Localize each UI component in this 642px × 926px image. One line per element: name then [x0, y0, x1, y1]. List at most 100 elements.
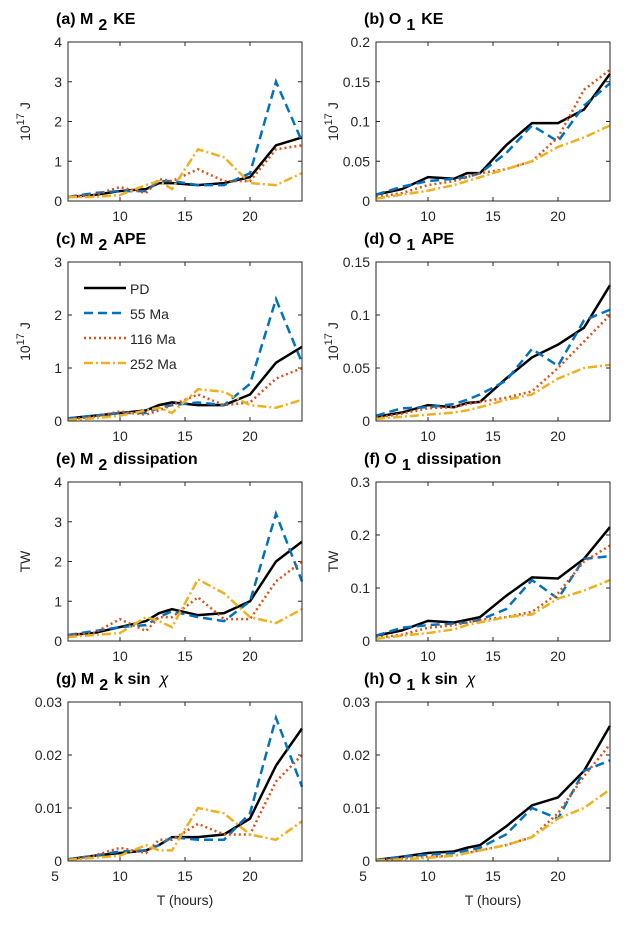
y-tick-label: 0 — [54, 633, 62, 649]
y-label-unit: J — [325, 322, 341, 329]
y-tick-label: 0.02 — [343, 747, 370, 763]
title-text: (e) M — [56, 451, 93, 468]
panel-title: (a) M 2 KE — [56, 11, 136, 34]
legend-label: 116 Ma — [130, 331, 176, 347]
y-tick-label: 3 — [54, 74, 62, 90]
x-tick-label: 20 — [242, 208, 258, 224]
x-tick-label: 5 — [359, 868, 367, 884]
x-tick-label: 15 — [485, 428, 501, 444]
y-label-exp: 17 — [15, 113, 27, 125]
title-end: APE — [421, 231, 454, 248]
axes-box — [375, 41, 611, 202]
axes-box — [375, 261, 611, 422]
series-line — [375, 284, 612, 418]
series-line — [375, 68, 611, 199]
y-tick-label: 0.05 — [343, 153, 370, 169]
legend-label: PD — [130, 281, 149, 297]
series-line — [375, 82, 611, 196]
legend-label: 252 Ma — [130, 356, 177, 372]
x-tick-label: 20 — [242, 648, 258, 664]
x-tick-label: 10 — [112, 428, 128, 444]
series-line — [67, 577, 303, 639]
panel-title: (e) M 2 dissipation — [56, 451, 198, 474]
series-line — [67, 560, 303, 637]
title-subscript: 1 — [406, 237, 415, 254]
series-line — [67, 78, 304, 199]
panel-title: (f) O 1 dissipation — [364, 451, 501, 474]
panel-title: (d) O 1 APE — [364, 231, 454, 254]
y-tick-label: 0 — [54, 413, 62, 429]
series-line — [67, 806, 303, 862]
title-end: KE — [421, 11, 444, 28]
title-text: (g) M — [56, 671, 94, 688]
y-axis-label: 1017 J — [323, 102, 341, 141]
x-tick-label: 20 — [242, 428, 258, 444]
y-tick-label: 1 — [54, 360, 62, 376]
y-tick-label: 0.05 — [343, 360, 370, 376]
axes-box — [67, 701, 303, 862]
legend-label: 55 Ma — [130, 306, 169, 322]
series-line — [68, 147, 303, 199]
title-symbol: χ — [465, 671, 476, 688]
y-tick-label: 0.1 — [351, 580, 371, 596]
x-tick-label: 15 — [177, 868, 193, 884]
panel-title: (g) M 2 k sin χ — [56, 671, 169, 694]
x-tick-label: 15 — [485, 648, 501, 664]
axes-box — [67, 481, 303, 642]
series-line — [375, 124, 611, 200]
series-line — [375, 363, 611, 421]
series-line — [375, 788, 611, 862]
series-line — [375, 526, 611, 637]
x-tick-label: 10 — [112, 868, 128, 884]
title-text: (a) M — [56, 11, 93, 28]
series-line — [375, 578, 611, 641]
title-subscript: 2 — [98, 457, 107, 474]
y-tick-label: 0 — [362, 853, 370, 869]
title-end: k sin — [114, 671, 150, 688]
x-tick-label: 5 — [51, 868, 59, 884]
series-line — [67, 136, 303, 199]
y-tick-label: 0.01 — [343, 800, 370, 816]
y-tick-label: 0.02 — [35, 747, 62, 763]
y-tick-label: 0.2 — [351, 34, 371, 50]
panel-title: (b) O 1 KE — [364, 11, 444, 34]
x-tick-label: 15 — [177, 648, 193, 664]
title-end: k sin — [421, 671, 457, 688]
y-tick-label: 0 — [54, 193, 62, 209]
axes-box — [375, 701, 611, 862]
y-tick-label: 0.1 — [351, 307, 371, 323]
y-label-unit: TW — [325, 550, 341, 573]
series-line — [375, 554, 611, 637]
title-end: dissipation — [113, 451, 197, 468]
y-tick-label: 1 — [54, 593, 62, 609]
series-line — [67, 366, 303, 421]
y-tick-label: 4 — [54, 474, 62, 490]
y-tick-label: 1 — [54, 153, 62, 169]
y-axis-label: 1017 J — [323, 322, 341, 361]
y-tick-label: 0.01 — [35, 800, 62, 816]
series-line — [375, 759, 611, 862]
y-label-exp: 17 — [323, 333, 335, 345]
series-line — [67, 387, 303, 422]
axes-box — [375, 481, 611, 642]
title-text: (b) O — [364, 11, 401, 28]
x-tick-label: 15 — [485, 868, 501, 884]
series-line — [67, 754, 303, 862]
y-label-base: 10 — [325, 345, 341, 361]
x-tick-label: 10 — [420, 868, 436, 884]
title-end: KE — [113, 11, 136, 28]
y-axis-label: 1017 J — [15, 322, 33, 361]
x-tick-label: 20 — [550, 208, 566, 224]
y-tick-label: 0.03 — [343, 694, 370, 710]
x-tick-label: 10 — [420, 208, 436, 224]
series-line — [67, 713, 304, 861]
x-tick-label: 20 — [550, 428, 566, 444]
series-line — [375, 544, 611, 640]
legend-box — [77, 271, 201, 381]
y-tick-label: 4 — [54, 34, 62, 50]
x-tick-label: 10 — [112, 648, 128, 664]
series-line — [375, 314, 611, 420]
x-tick-label: 20 — [242, 868, 258, 884]
y-tick-label: 0.1 — [351, 114, 371, 130]
